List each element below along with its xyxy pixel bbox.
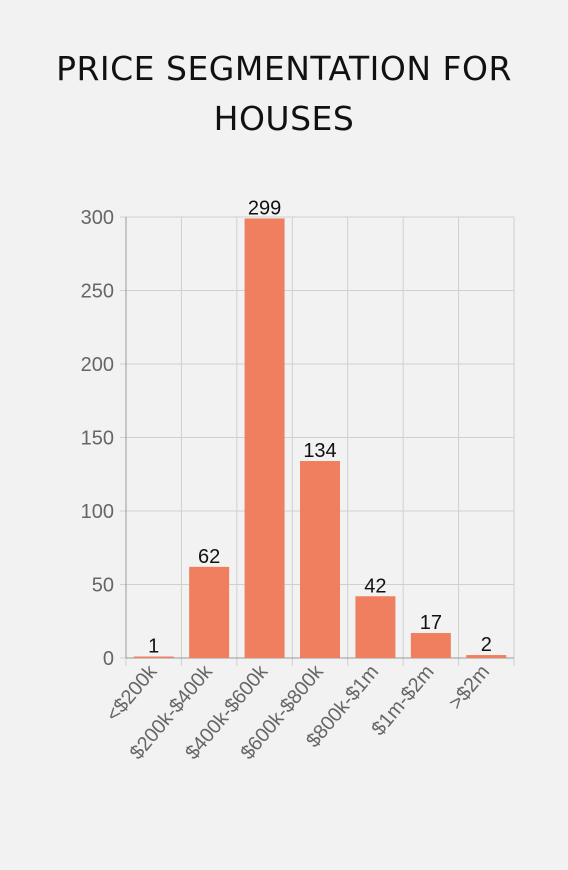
data-label: 299 — [248, 197, 281, 219]
y-tick-label: 250 — [81, 281, 114, 303]
y-tick-label: 150 — [81, 428, 114, 450]
y-tick-label: 300 — [81, 207, 114, 229]
y-tick-label: 100 — [81, 501, 114, 523]
chart-title-line-2: HOUSES — [213, 99, 355, 138]
bar — [300, 461, 340, 658]
y-tick-label: 200 — [81, 354, 114, 376]
y-tick-label: 0 — [103, 648, 114, 670]
data-label: 62 — [198, 546, 220, 568]
data-label: 1 — [148, 636, 159, 658]
x-tick-label: >$2m — [445, 661, 494, 714]
chart-title: PRICE SEGMENTATION FOR HOUSES — [0, 44, 568, 144]
data-label: 42 — [364, 575, 386, 597]
chart-title-line-1: PRICE SEGMENTATION FOR — [56, 49, 512, 88]
data-label: 2 — [481, 634, 492, 656]
bar — [133, 656, 174, 658]
data-label: 17 — [420, 612, 442, 634]
bar — [189, 566, 230, 658]
data-label: 134 — [303, 440, 336, 462]
y-tick-label: 50 — [92, 575, 114, 597]
bar — [410, 633, 451, 658]
bar — [466, 655, 507, 658]
bar — [355, 596, 396, 658]
bar — [244, 218, 285, 658]
